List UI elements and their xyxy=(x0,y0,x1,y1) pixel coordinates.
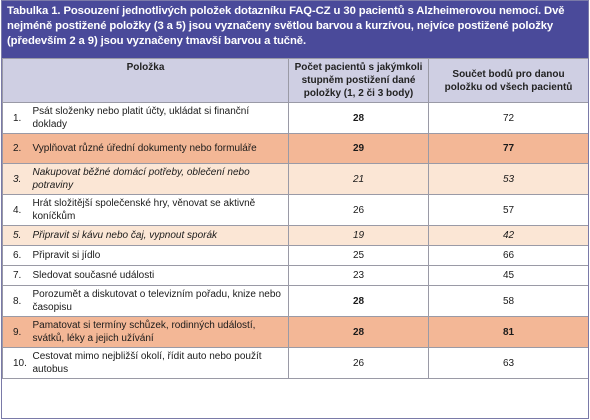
table-row: 3. Nakupovat běžné domácí potřeby, obleče… xyxy=(2,163,588,195)
row-count: 23 xyxy=(288,265,430,286)
table-row: 5. Připravit si kávu nebo čaj, vypnout sp… xyxy=(2,225,588,246)
row-count: 21 xyxy=(288,163,430,195)
row-sum: 57 xyxy=(428,194,588,226)
row-sum: 45 xyxy=(428,265,588,286)
row-count: 29 xyxy=(288,133,430,164)
row-item-text: Připravit si kávu nebo čaj, vypnout spor… xyxy=(28,225,290,246)
row-item-text: Vyplňovat různé úřední dokumenty nebo fo… xyxy=(28,133,290,164)
row-number: 5. xyxy=(2,225,29,246)
row-count: 26 xyxy=(288,194,430,226)
header-count: Počet pacientů s jakýmkoli stupněm posti… xyxy=(288,58,430,103)
row-number: 3. xyxy=(2,163,29,195)
table-row: 2. Vyplňovat různé úřední dokumenty nebo … xyxy=(2,133,588,164)
table-row: 1. Psát složenky nebo platit účty, ukláda… xyxy=(2,102,588,134)
table-row: 10. Cestovat mimo nejbližší okolí, řídit … xyxy=(2,347,588,379)
row-sum: 63 xyxy=(428,347,588,379)
row-sum: 72 xyxy=(428,102,588,134)
row-item-text: Hrát složitější společenské hry, věnovat… xyxy=(28,194,290,226)
row-number: 1. xyxy=(2,102,29,134)
table-row: 7. Sledovat současné události 23 45 xyxy=(2,265,588,286)
row-sum: 58 xyxy=(428,285,588,317)
table-row: 6. Připravit si jídlo 25 66 xyxy=(2,245,588,266)
header-sum: Součet bodů pro danou položku od všech p… xyxy=(428,58,588,103)
row-item-text: Pamatovat si termíny schůzek, rodinných … xyxy=(28,316,290,348)
row-number: 9. xyxy=(2,316,29,348)
row-item-text: Nakupovat běžné domácí potřeby, oblečení… xyxy=(28,163,290,195)
faq-table: Položka Počet pacientů s jakýmkoli stupn… xyxy=(2,58,588,379)
header-item: Položka xyxy=(2,58,290,103)
row-count: 28 xyxy=(288,316,430,348)
table-row: 9. Pamatovat si termíny schůzek, rodinnýc… xyxy=(2,316,588,348)
table-caption: Tabulka 1. Posouzení jednotlivých polože… xyxy=(2,1,588,58)
row-count: 28 xyxy=(288,285,430,317)
row-number: 2. xyxy=(2,133,29,164)
row-count: 25 xyxy=(288,245,430,266)
row-sum: 81 xyxy=(428,316,588,348)
row-number: 10. xyxy=(2,347,29,379)
row-number: 4. xyxy=(2,194,29,226)
row-count: 28 xyxy=(288,102,430,134)
row-number: 7. xyxy=(2,265,29,286)
row-number: 6. xyxy=(2,245,29,266)
row-count: 26 xyxy=(288,347,430,379)
row-item-text: Psát složenky nebo platit účty, ukládat … xyxy=(28,102,290,134)
row-number: 8. xyxy=(2,285,29,317)
row-item-text: Porozumět a diskutovat o televizním pořa… xyxy=(28,285,290,317)
table-row: 4. Hrát složitější společenské hry, věnov… xyxy=(2,194,588,226)
row-count: 19 xyxy=(288,225,430,246)
header-row: Položka Počet pacientů s jakýmkoli stupn… xyxy=(2,58,588,103)
row-sum: 66 xyxy=(428,245,588,266)
table-row: 8. Porozumět a diskutovat o televizním po… xyxy=(2,285,588,317)
row-item-text: Sledovat současné události xyxy=(28,265,290,286)
row-sum: 77 xyxy=(428,133,588,164)
table-body: 1. Psát složenky nebo platit účty, ukláda… xyxy=(2,102,588,379)
row-sum: 42 xyxy=(428,225,588,246)
row-item-text: Cestovat mimo nejbližší okolí, řídit aut… xyxy=(28,347,290,379)
row-sum: 53 xyxy=(428,163,588,195)
row-item-text: Připravit si jídlo xyxy=(28,245,290,266)
